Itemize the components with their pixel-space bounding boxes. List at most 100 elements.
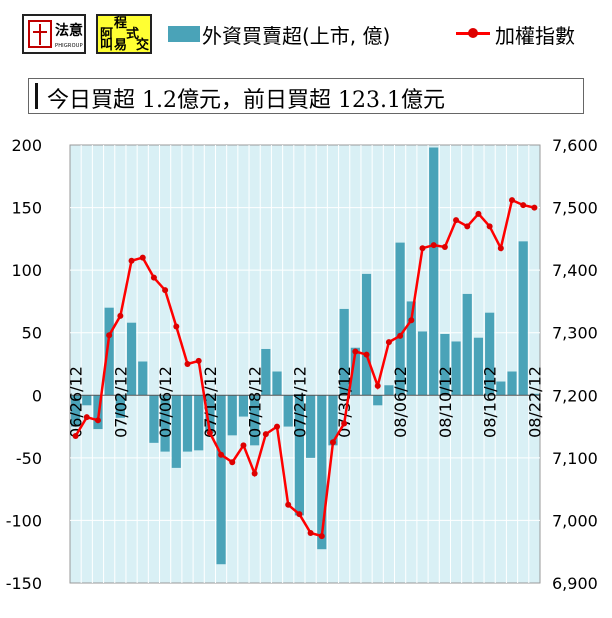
bar-foreign-net bbox=[250, 395, 260, 446]
bar-legend-label: 外資買賣超(上市, 億) bbox=[202, 24, 391, 48]
index-point bbox=[83, 414, 90, 421]
right-axis-tick-label: 7,600 bbox=[552, 136, 598, 155]
bar-legend-swatch bbox=[168, 26, 200, 42]
index-point bbox=[274, 423, 281, 430]
bar-foreign-net bbox=[261, 348, 271, 396]
index-point bbox=[385, 339, 392, 346]
index-point bbox=[341, 420, 348, 427]
bar-foreign-net bbox=[160, 395, 170, 452]
x-axis-tick-label: 07/06/12 bbox=[156, 366, 175, 438]
index-point bbox=[117, 312, 124, 319]
index-point bbox=[307, 529, 314, 536]
bar-foreign-net bbox=[115, 395, 125, 418]
line-legend-label: 加權指數 bbox=[495, 24, 575, 48]
index-point bbox=[352, 348, 359, 355]
bar-foreign-net bbox=[496, 381, 506, 396]
index-point bbox=[441, 243, 448, 250]
x-axis-tick-label: 08/22/12 bbox=[525, 366, 544, 438]
bar-foreign-net bbox=[104, 307, 114, 396]
index-point bbox=[329, 439, 336, 446]
index-point bbox=[173, 323, 180, 330]
index-point bbox=[184, 361, 191, 367]
logo2-char: 交 bbox=[136, 38, 150, 53]
index-point bbox=[106, 332, 113, 339]
x-axis-tick-label: 08/16/12 bbox=[481, 366, 500, 438]
left-axis-tick-label: 0 bbox=[32, 386, 42, 405]
left-axis-tick-label: -100 bbox=[6, 511, 42, 530]
index-point bbox=[464, 223, 471, 230]
bar-foreign-net bbox=[451, 341, 461, 396]
index-point bbox=[262, 431, 269, 438]
bar-foreign-net bbox=[361, 273, 372, 396]
bar-foreign-net bbox=[283, 395, 293, 427]
bar-foreign-net bbox=[462, 293, 472, 396]
bar-foreign-net bbox=[71, 395, 81, 427]
index-point bbox=[94, 417, 101, 424]
x-axis-tick-label: 07/02/12 bbox=[111, 366, 130, 438]
left-axis-tick-label: -50 bbox=[16, 449, 42, 468]
bar-foreign-net bbox=[205, 395, 215, 433]
index-point bbox=[285, 501, 292, 508]
right-axis-tick-label: 7,200 bbox=[552, 386, 598, 405]
logo-mark-icon bbox=[28, 20, 52, 48]
index-point bbox=[531, 204, 538, 211]
x-axis-tick-label: 07/18/12 bbox=[246, 366, 265, 438]
right-axis-tick-label: 7,500 bbox=[552, 199, 598, 218]
index-point bbox=[218, 451, 225, 458]
phigroup-logo: 法意 PHIGROUP bbox=[22, 14, 86, 54]
combo-chart: 200 7,600 150 7,500 100 7,400 50 7,300 0 7,200 -50… bbox=[6, 136, 598, 593]
summary-divider bbox=[35, 83, 38, 109]
index-point bbox=[229, 459, 236, 466]
index-point bbox=[72, 432, 79, 439]
index-point bbox=[397, 332, 404, 339]
bar-foreign-net bbox=[406, 301, 416, 396]
bar-foreign-net bbox=[194, 395, 204, 451]
index-point bbox=[162, 287, 169, 294]
bar-foreign-net bbox=[440, 333, 450, 396]
right-axis-tick-label: 6,900 bbox=[552, 574, 598, 593]
bar-foreign-net bbox=[518, 241, 528, 396]
bar-foreign-net bbox=[328, 395, 338, 446]
left-axis-tick-label: 100 bbox=[11, 261, 42, 280]
index-point bbox=[509, 197, 516, 204]
index-point bbox=[486, 223, 493, 230]
logo2-char: 叫 bbox=[100, 38, 114, 53]
index-point bbox=[150, 274, 157, 281]
index-point bbox=[296, 511, 303, 518]
index-point bbox=[374, 382, 381, 389]
left-axis-tick-label: 200 bbox=[11, 136, 42, 155]
index-point bbox=[139, 254, 146, 261]
bar-foreign-net bbox=[216, 395, 226, 565]
bar-foreign-net bbox=[485, 312, 495, 396]
bar-foreign-net bbox=[384, 385, 394, 396]
bar-foreign-net bbox=[429, 147, 439, 396]
bar-foreign-net bbox=[373, 395, 383, 406]
left-axis-tick-label: 150 bbox=[11, 199, 42, 218]
index-point bbox=[453, 217, 460, 224]
right-axis-tick-label: 7,000 bbox=[552, 511, 598, 530]
line-legend-marker bbox=[468, 28, 478, 38]
index-point bbox=[419, 245, 426, 252]
bar-foreign-net bbox=[306, 395, 316, 458]
index-point bbox=[520, 202, 527, 209]
index-point bbox=[251, 470, 258, 477]
index-point bbox=[363, 351, 370, 358]
x-axis-tick-label: 07/12/12 bbox=[201, 366, 220, 438]
bar-foreign-net bbox=[149, 395, 159, 443]
right-axis-tick-label: 7,300 bbox=[552, 324, 598, 343]
logo2-char: 程 bbox=[114, 16, 128, 31]
x-axis-tick-label: 08/06/12 bbox=[391, 366, 410, 438]
index-point bbox=[240, 442, 247, 449]
bar-foreign-net bbox=[126, 322, 137, 396]
program-trading-logo: 程 阿 式 叫 易 交 bbox=[96, 14, 152, 54]
x-axis-tick-label: 06/26/12 bbox=[67, 366, 86, 438]
index-point bbox=[206, 429, 213, 436]
bar-foreign-net bbox=[350, 347, 360, 396]
summary-text: 今日買超 1.2億元，前日買超 123.1億元 bbox=[47, 88, 445, 113]
x-axis-tick-label: 07/24/12 bbox=[290, 366, 309, 438]
index-point bbox=[128, 257, 135, 264]
x-axis-tick-label: 08/10/12 bbox=[436, 366, 455, 438]
left-axis-tick-label: 50 bbox=[22, 324, 42, 343]
index-point bbox=[430, 242, 437, 249]
index-point bbox=[195, 357, 202, 364]
